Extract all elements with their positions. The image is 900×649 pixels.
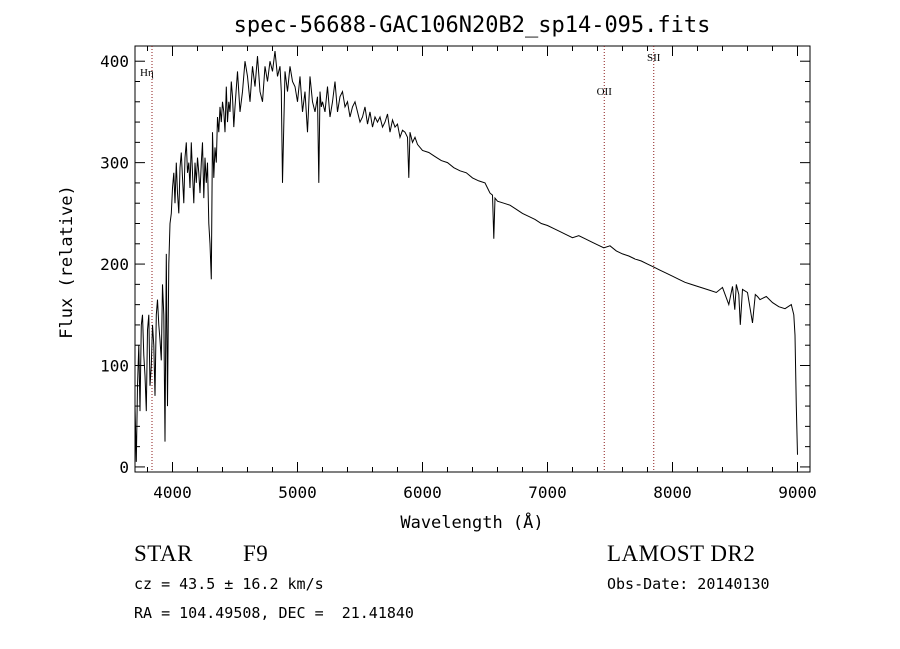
emission-line-label: OII [597, 86, 613, 98]
y-tick-label: 0 [119, 458, 129, 477]
x-tick-label: 9000 [778, 483, 817, 502]
axis-ticks [135, 46, 810, 472]
x-tick-label: 4000 [153, 483, 192, 502]
x-tick-label: 5000 [278, 483, 317, 502]
axis-tick-labels: 4000 5000 6000 7000 8000 9000 0 100 200 300 400 [100, 52, 817, 502]
x-tick-label: 8000 [653, 483, 692, 502]
object-subclass: F9 [243, 541, 269, 566]
x-tick-label: 7000 [528, 483, 567, 502]
x-tick-label: 6000 [403, 483, 442, 502]
emission-line-label: Hη [140, 67, 154, 79]
survey-name: LAMOST DR2 [607, 541, 756, 566]
spectrum-line [134, 51, 798, 462]
y-axis-label: Flux (relative) [57, 185, 77, 339]
plot-frame [134, 45, 811, 473]
redshift-line: cz = 43.5 ± 16.2 km/s [134, 575, 324, 593]
emission-line-label: SII [647, 52, 661, 64]
object-class: STAR [134, 541, 193, 566]
obs-date-line: Obs-Date: 20140130 [607, 575, 770, 593]
emission-line-markers: Hη OII SII [140, 46, 661, 472]
y-tick-label: 400 [100, 52, 129, 71]
y-tick-label: 100 [100, 357, 129, 376]
chart-title: spec-56688-GAC106N20B2_sp14-095.fits [234, 13, 711, 38]
coordinates-line: RA = 104.49508, DEC = 21.41840 [134, 604, 414, 622]
y-tick-label: 200 [100, 255, 129, 274]
y-tick-label: 300 [100, 154, 129, 173]
x-axis-label: Wavelength (Å) [400, 511, 543, 533]
